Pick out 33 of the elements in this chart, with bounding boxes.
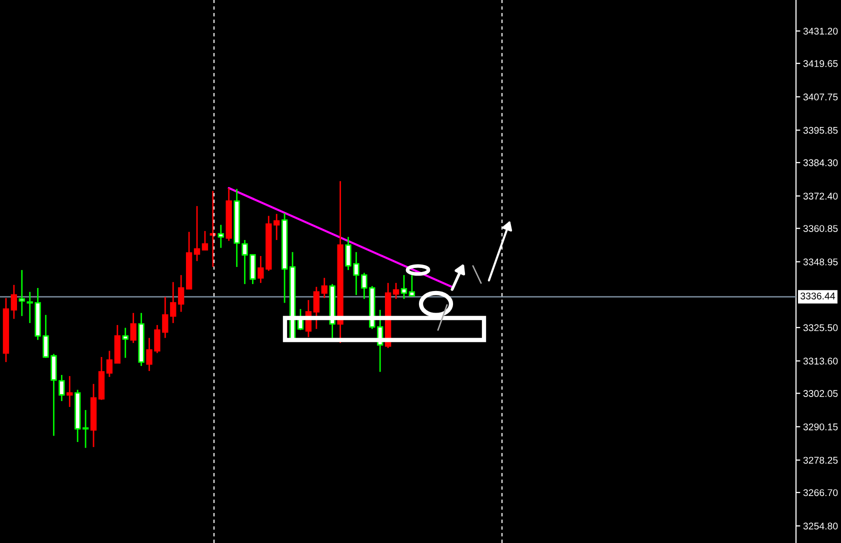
y-tick-label: 3348.95 [803,258,838,266]
y-tick-label: 3278.25 [803,456,838,464]
y-tick-label: 3266.70 [803,489,838,496]
candlestick [218,224,224,249]
candlestick [210,190,216,268]
candlestick [10,284,18,320]
y-tick-label: 3313.60 [803,358,838,365]
y-tick-label: 3384.30 [803,159,838,166]
candlestick [400,274,408,300]
y-tick-label: 3360.85 [803,225,838,232]
y-tick-label: 3325.50 [803,324,838,332]
candlestick [392,282,400,300]
candlestick [122,327,128,359]
candlestick [178,274,184,313]
y-tick-label: 3372.40 [803,192,838,200]
candlestick [106,350,113,378]
candlestick [313,286,320,330]
ref-line-label: 3336.44 [800,292,836,300]
candlestick [66,375,73,408]
candlestick [202,230,208,251]
y-tick-label: 3395.85 [803,126,838,134]
y-tick-label: 3302.05 [803,390,838,397]
y-tick-label: 3419.65 [803,60,838,68]
y-tick-label: 3290.15 [803,423,838,430]
candlestick [130,312,136,344]
y-tick-label: 3254.80 [803,522,838,530]
candlestick [82,409,89,449]
y-tick-label: 3431.20 [803,28,838,35]
candlestick [194,205,200,262]
candlestick [18,269,25,317]
candlestick [321,277,328,299]
y-tick-label: 3407.75 [803,94,838,100]
candlestick [274,213,280,241]
